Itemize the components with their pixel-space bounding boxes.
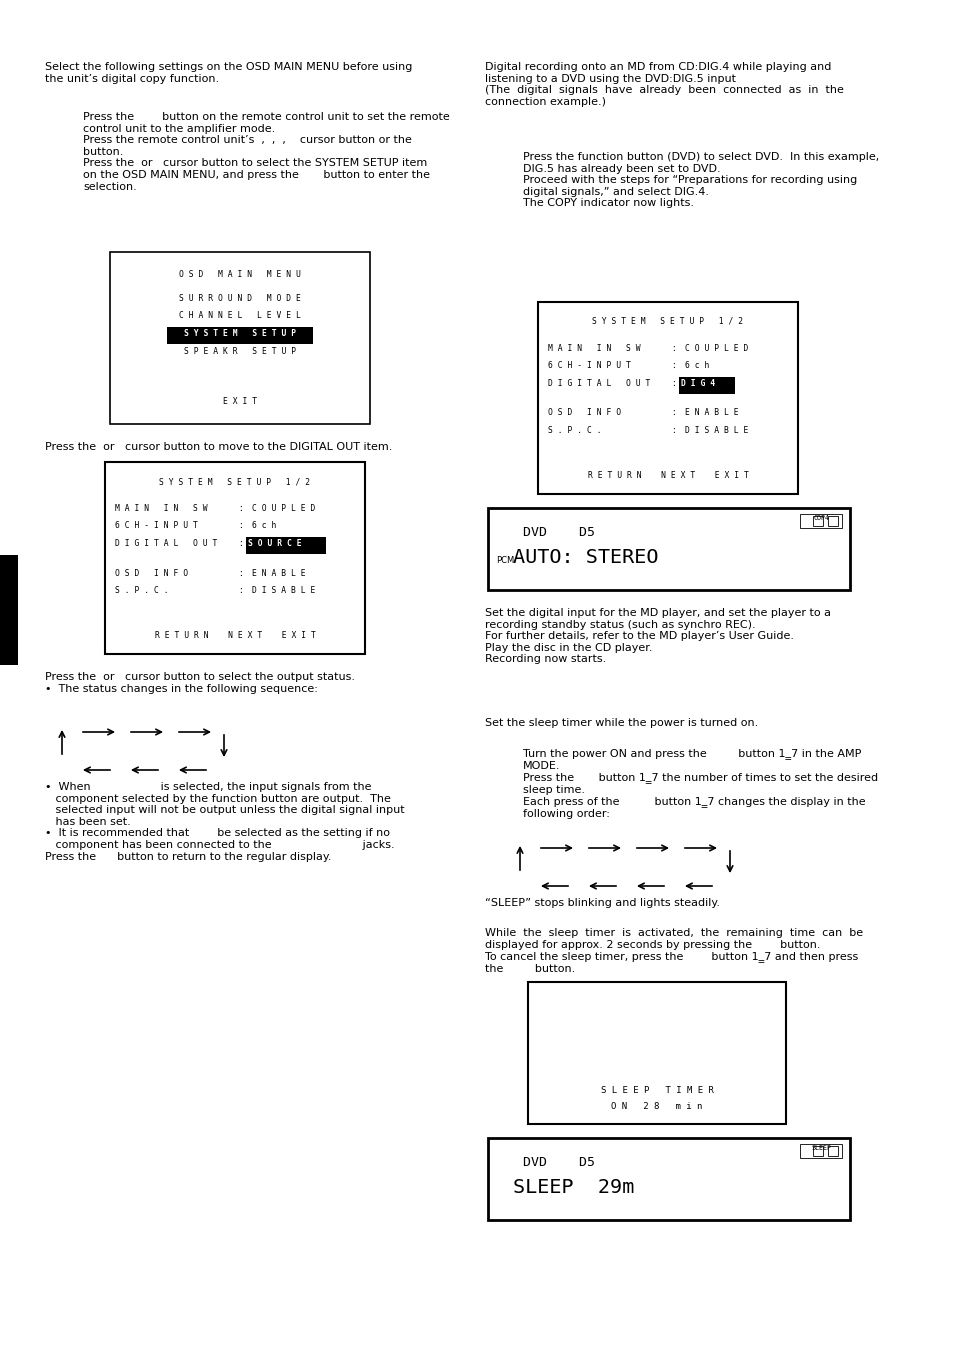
Text: :: :: [670, 345, 675, 353]
Text: S O U R C E: S O U R C E: [248, 539, 301, 549]
Text: :: :: [237, 586, 242, 594]
Text: PCM: PCM: [496, 555, 514, 565]
Text: 6 C H - I N P U T: 6 C H - I N P U T: [115, 521, 197, 531]
Text: SLEEP: SLEEP: [810, 1146, 830, 1151]
Text: DVD    D5: DVD D5: [522, 1156, 595, 1169]
Text: D I G 4: D I G 4: [680, 380, 715, 388]
Text: E N A B L E: E N A B L E: [252, 569, 306, 577]
Text: S . P . C .: S . P . C .: [115, 586, 169, 594]
Text: Select the following settings on the OSD MAIN MENU before using
the unit’s digit: Select the following settings on the OSD…: [45, 62, 412, 84]
Text: 6 C H - I N P U T: 6 C H - I N P U T: [547, 362, 630, 370]
Text: C H A N N E L   L E V E L: C H A N N E L L E V E L: [179, 312, 300, 320]
Text: S . P . C .: S . P . C .: [547, 426, 601, 435]
Text: Press the        button on the remote control unit to set the remote
control uni: Press the button on the remote control u…: [83, 112, 449, 192]
Text: :: :: [237, 521, 242, 531]
Text: :: :: [237, 504, 242, 513]
Text: :: :: [670, 380, 675, 388]
Text: R E T U R N    N E X T    E X I T: R E T U R N N E X T E X I T: [587, 471, 748, 480]
Text: D I S A B L E: D I S A B L E: [252, 586, 315, 594]
Text: Turn the power ON and press the         button 1‗7 in the AMP
MODE.
Press the   : Turn the power ON and press the button 1…: [522, 748, 877, 819]
Text: D I S A B L E: D I S A B L E: [684, 426, 748, 435]
Text: O N   2 8   m i n: O N 2 8 m i n: [611, 1102, 702, 1111]
Text: :: :: [670, 362, 675, 370]
Text: R E T U R N    N E X T    E X I T: R E T U R N N E X T E X I T: [154, 631, 315, 640]
Text: :: :: [670, 408, 675, 417]
Text: Set the digital input for the MD player, and set the player to a
recording stand: Set the digital input for the MD player,…: [484, 608, 830, 665]
Text: M A I N   I N   S W: M A I N I N S W: [115, 504, 208, 513]
Text: Set the sleep timer while the power is turned on.: Set the sleep timer while the power is t…: [484, 717, 758, 728]
Text: S Y S T E M   S E T U P   1 / 2: S Y S T E M S E T U P 1 / 2: [159, 477, 311, 486]
Text: While  the  sleep  timer  is  activated,  the  remaining  time  can  be
displaye: While the sleep timer is activated, the …: [484, 928, 862, 974]
Text: S Y S T E M   S E T U P   1 / 2: S Y S T E M S E T U P 1 / 2: [592, 317, 742, 326]
Bar: [488, 508, 849, 590]
Text: •  When                    is selected, the input signals from the
   component : • When is selected, the input signals fr…: [45, 782, 404, 862]
Bar: [110, 253, 370, 424]
Bar: [527, 982, 785, 1124]
Text: :: :: [670, 426, 675, 435]
Text: E X I T: E X I T: [223, 397, 256, 407]
Text: 6 c h: 6 c h: [684, 362, 709, 370]
Bar: [827, 1146, 837, 1156]
Text: S P E A K R   S E T U P: S P E A K R S E T U P: [184, 346, 295, 355]
Bar: [812, 1146, 822, 1156]
Text: S L E E P   T I M E R: S L E E P T I M E R: [600, 1086, 713, 1096]
Text: O S D   I N F O: O S D I N F O: [547, 408, 620, 417]
Bar: [105, 462, 365, 654]
Text: M A I N   I N   S W: M A I N I N S W: [547, 345, 640, 353]
Bar: [800, 513, 841, 528]
Text: 6 c h: 6 c h: [252, 521, 276, 531]
Text: SLEEP  29m: SLEEP 29m: [513, 1178, 634, 1197]
Bar: [488, 1138, 849, 1220]
Text: “SLEEP” stops blinking and lights steadily.: “SLEEP” stops blinking and lights steadi…: [484, 898, 720, 908]
Text: S U R R O U N D   M O D E: S U R R O U N D M O D E: [179, 295, 300, 303]
Text: O S D   I N F O: O S D I N F O: [115, 569, 188, 577]
Text: AUTO: STEREO: AUTO: STEREO: [513, 549, 658, 567]
Text: D I G I T A L   O U T: D I G I T A L O U T: [115, 539, 217, 549]
Text: COP4: COP4: [812, 515, 828, 521]
Text: DVD    D5: DVD D5: [522, 526, 595, 539]
Text: E N A B L E: E N A B L E: [684, 408, 738, 417]
Bar: [812, 516, 822, 526]
Text: Press the  or   cursor button to move to the DIGITAL OUT item.: Press the or cursor button to move to th…: [45, 442, 392, 453]
Bar: [167, 327, 313, 343]
Text: :: :: [237, 539, 242, 549]
Bar: [537, 303, 797, 494]
Text: C O U P L E D: C O U P L E D: [684, 345, 748, 353]
Text: :: :: [237, 569, 242, 577]
Text: D I G I T A L   O U T: D I G I T A L O U T: [547, 380, 650, 388]
Bar: [800, 1144, 841, 1158]
Bar: [246, 536, 326, 554]
Bar: [0, 555, 18, 665]
Text: C O U P L E D: C O U P L E D: [252, 504, 315, 513]
Bar: [827, 516, 837, 526]
Bar: [679, 377, 734, 393]
Text: Press the  or   cursor button to select the output status.
•  The status changes: Press the or cursor button to select the…: [45, 671, 355, 693]
Text: Press the function button (DVD) to select DVD.  In this example,
DIG.5 has alrea: Press the function button (DVD) to selec…: [522, 153, 879, 208]
Text: S Y S T E M   S E T U P: S Y S T E M S E T U P: [184, 330, 295, 338]
Text: O S D   M A I N   M E N U: O S D M A I N M E N U: [179, 270, 300, 280]
Text: Digital recording onto an MD from CD:DIG.4 while playing and
listening to a DVD : Digital recording onto an MD from CD:DIG…: [484, 62, 843, 107]
